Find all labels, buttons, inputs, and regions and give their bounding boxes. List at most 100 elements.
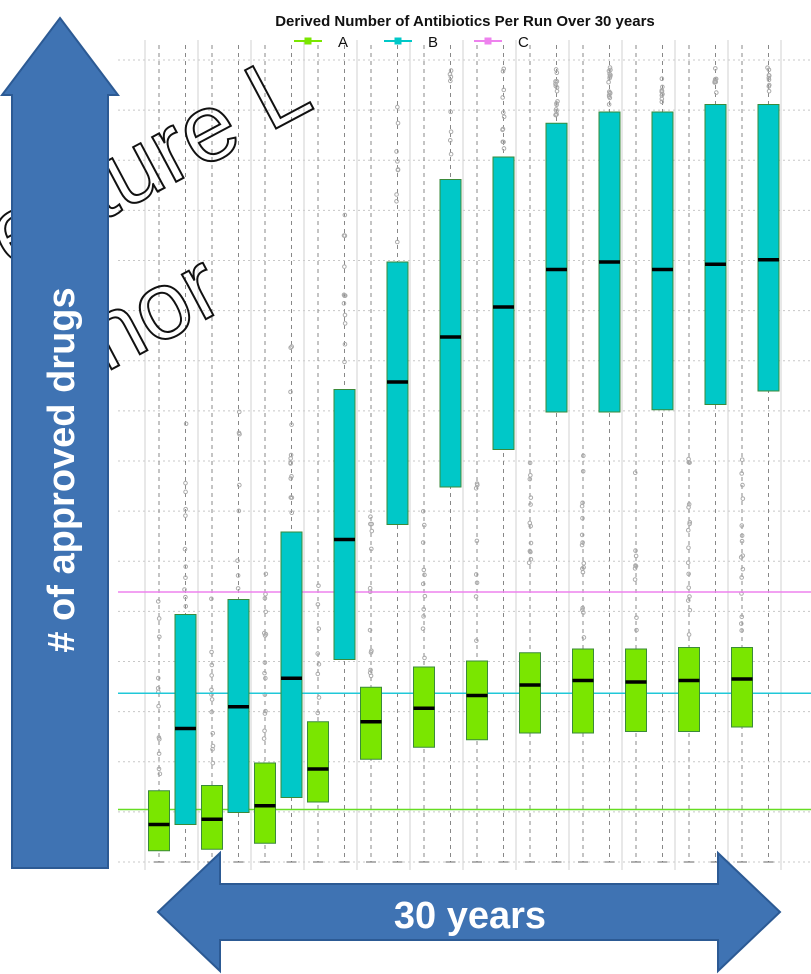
outlier-point [263, 571, 269, 577]
outlier-point [554, 101, 559, 106]
box-a [625, 648, 647, 732]
outlier-point [686, 456, 691, 462]
outlier-point [262, 711, 268, 716]
outlier-point [580, 605, 585, 611]
outlier-point [739, 614, 745, 620]
outlier-point [526, 560, 532, 566]
outlier-point [527, 476, 533, 482]
outlier-point [263, 675, 268, 681]
outlier-point [632, 577, 638, 582]
outlier-point [395, 167, 401, 173]
outlier-point [448, 129, 454, 135]
outlier-point [421, 606, 427, 612]
outlier-point [554, 88, 560, 94]
legend-label-a: A [338, 34, 348, 51]
outlier-point [739, 533, 745, 538]
outlier-point [316, 583, 321, 588]
outlier-point [367, 627, 373, 633]
outlier-point [659, 96, 665, 102]
outlier-point [553, 107, 559, 112]
outlier-point [740, 482, 745, 488]
plot-grid [118, 40, 811, 870]
outlier-point [315, 671, 321, 677]
outlier-point [659, 99, 665, 105]
outlier-point [765, 65, 770, 70]
box-b [704, 104, 727, 405]
outlier-point [738, 621, 744, 626]
outlier-point [288, 460, 294, 466]
outlier-point [235, 558, 240, 563]
box-b [492, 156, 515, 450]
outlier-point [475, 482, 480, 488]
outlier-point [687, 594, 692, 599]
outlier-point [421, 614, 426, 619]
outlier-point [685, 527, 691, 533]
outlier-point [739, 457, 745, 462]
y-arrow-label: # of approved drugs [41, 287, 83, 652]
outlier-point [422, 593, 428, 599]
outlier-point [394, 198, 399, 204]
outlier-point [501, 114, 507, 120]
outlier-point [739, 523, 745, 528]
chart-title: Derived Number of Antibiotics Per Run Ov… [275, 13, 655, 30]
outlier-point [288, 389, 293, 395]
legend-marker-a [304, 37, 312, 45]
outlier-point [500, 68, 506, 74]
outlier-point [739, 575, 744, 580]
x-arrow-label: 30 years [394, 895, 546, 937]
outlier-point [634, 615, 639, 620]
box-a [678, 647, 700, 732]
outlier-point [580, 607, 585, 613]
outlier-point [448, 151, 454, 157]
outlier-point [528, 502, 533, 507]
outlier-point [581, 610, 586, 615]
outlier-point [474, 638, 479, 643]
outlier-point [500, 126, 506, 132]
outlier-point [315, 710, 321, 716]
outlier-point [581, 453, 586, 459]
legend: A B C [294, 34, 529, 51]
outlier-point [766, 88, 772, 94]
outlier-point [448, 109, 453, 115]
box-b [757, 104, 780, 392]
outlier-point [739, 471, 744, 476]
outlier-point [421, 567, 427, 573]
outlier-point [395, 104, 400, 110]
outlier-point [369, 528, 375, 534]
outlier-point [183, 594, 188, 600]
box-a [201, 785, 223, 850]
outlier-point [368, 673, 374, 679]
outlier-point [210, 746, 215, 752]
outlier-point [262, 595, 268, 601]
outlier-point [554, 85, 560, 90]
outlier-point [528, 556, 534, 562]
outlier-point [580, 500, 585, 506]
outlier-point [580, 515, 585, 521]
outlier-point [501, 66, 507, 72]
outlier-point [579, 532, 585, 538]
outlier-point [289, 422, 294, 427]
outlier-point [686, 571, 691, 577]
outlier-point [263, 609, 269, 615]
outlier-point [714, 90, 719, 95]
box-b [651, 111, 674, 411]
outlier-point [739, 538, 745, 544]
outlier-point [528, 540, 534, 546]
outlier-point [209, 596, 214, 602]
outlier-point [236, 430, 242, 436]
outlier-point [581, 635, 587, 640]
outlier-point [156, 751, 162, 756]
outlier-point [581, 560, 587, 566]
outlier-point [447, 138, 453, 143]
outlier-point [632, 566, 638, 571]
box-a [731, 647, 753, 728]
box-a [466, 660, 488, 741]
outlier-point [473, 572, 479, 577]
outlier-point [183, 513, 188, 518]
box-b [545, 122, 568, 413]
outlier-point [237, 482, 242, 488]
outlier-point [157, 634, 162, 640]
outlier-point [712, 80, 717, 85]
outlier-point [766, 77, 772, 83]
